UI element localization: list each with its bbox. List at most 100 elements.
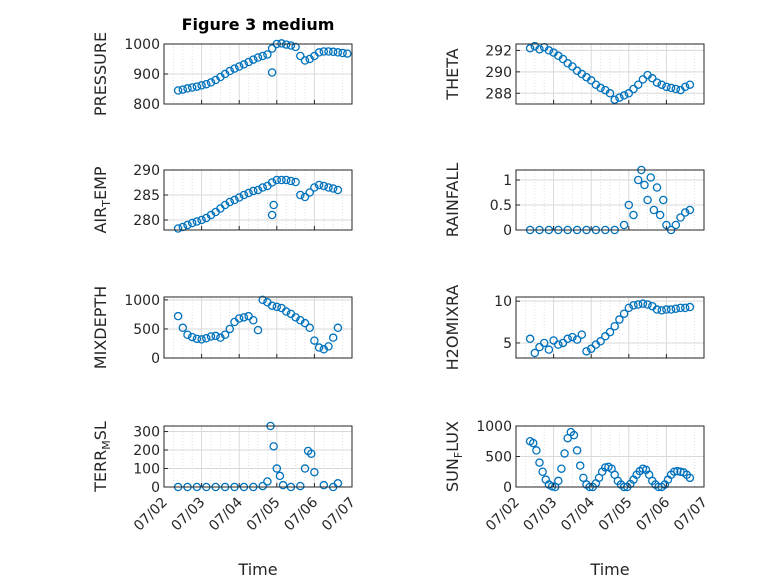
theta-point <box>629 84 638 94</box>
h2omixra-point <box>652 305 662 314</box>
mixdepth-ylabel: MIXDEPTH <box>91 286 110 369</box>
h2omixra-point <box>544 345 554 354</box>
pressure-point <box>249 55 258 64</box>
sun-flux-point <box>673 466 682 476</box>
theta-point <box>615 93 624 102</box>
theta-ytick-label: 292 <box>485 43 512 59</box>
terr-msl-ytick-label: 100 <box>133 462 160 478</box>
pressure-grid <box>164 43 352 105</box>
air-temp-point <box>244 188 253 198</box>
sun-flux-xtick-label: 07/04 <box>558 494 598 534</box>
theta-panel: 288 290 292 THETA <box>443 41 705 105</box>
terr-msl-xtick-label: 07/06 <box>281 494 321 534</box>
rainfall-point <box>676 213 685 222</box>
rainfall-ylabel: RAINFALL <box>443 163 462 238</box>
mixdepth-ytick-label: 500 <box>133 322 160 338</box>
rainfall-ytick-label: 0.5 <box>490 198 512 214</box>
air-temp-point <box>197 215 206 225</box>
pressure-point <box>277 39 286 48</box>
sun-flux-xtick-label: 07/05 <box>596 495 636 535</box>
mixdepth-point <box>328 333 338 342</box>
terr-msl-xlabel: Time <box>237 560 277 579</box>
theta-ylabel: THETA <box>443 48 462 100</box>
h2omixra-point <box>676 303 685 313</box>
rainfall-point <box>646 173 655 182</box>
rainfall-grid <box>516 170 704 231</box>
theta-point <box>610 95 619 104</box>
h2omixra-point <box>685 302 695 312</box>
sun-flux-xtick-label: 07/07 <box>671 495 711 535</box>
h2omixra-point <box>638 299 648 308</box>
sun-flux-xlabel: Time <box>589 560 629 579</box>
air-temp-point <box>277 175 286 185</box>
h2omixra-point <box>666 305 676 314</box>
sun-flux-grid <box>516 425 704 488</box>
terr-msl-grid <box>164 426 352 488</box>
sun-flux-point <box>572 446 582 455</box>
theta-grid <box>516 44 704 104</box>
terr-msl-ytick-label: 200 <box>133 443 160 459</box>
h2omixra-point <box>629 301 638 310</box>
mixdepth-point <box>220 330 230 340</box>
h2omixra-point <box>657 306 666 315</box>
rainfall-point <box>652 183 662 192</box>
air-temp-point <box>328 184 338 193</box>
pressure-point <box>333 48 343 57</box>
sun-flux-point <box>601 463 610 472</box>
air-temp-point <box>281 175 291 185</box>
rainfall-point <box>680 208 690 217</box>
terr-msl-ylabel: TERRMSL <box>91 421 113 493</box>
pressure-point <box>338 48 347 58</box>
h2omixra-point <box>535 342 544 352</box>
h2omixra-series <box>525 299 695 358</box>
sun-flux-series <box>525 427 695 492</box>
pressure-point <box>263 50 272 59</box>
rainfall-point <box>629 210 638 220</box>
pressure-point <box>286 41 296 50</box>
sun-flux-point <box>579 473 588 483</box>
air-temp-point <box>291 177 300 187</box>
h2omixra-panel: 5 10 H2OMIXRA <box>443 285 705 371</box>
air-temp-point <box>272 175 282 185</box>
terr-msl-point <box>275 471 285 481</box>
air-temp-point <box>234 193 244 202</box>
mixdepth-point <box>258 295 267 305</box>
sun-flux-point <box>669 467 679 476</box>
sun-flux-point <box>575 461 585 470</box>
pressure-panel: 800 900 1000 PRESSURE <box>91 32 353 116</box>
air-temp-point <box>333 185 343 195</box>
figure-title: Figure 3 medium <box>182 15 335 34</box>
pressure-point <box>178 85 188 94</box>
h2omixra-ylabel: H2OMIXRA <box>443 285 462 371</box>
pressure-point <box>296 51 305 61</box>
mixdepth-axes-box <box>163 296 353 359</box>
mixdepth-ytick-label: 0 <box>151 351 160 367</box>
mixdepth-grid <box>164 297 352 359</box>
air-temp-point <box>178 222 188 232</box>
theta-point <box>666 83 676 93</box>
theta-point <box>662 82 671 92</box>
theta-point <box>671 84 681 94</box>
pressure-point <box>319 47 329 56</box>
mixdepth-ytick-label: 1000 <box>124 293 160 309</box>
pressure-point <box>183 84 192 93</box>
theta-point <box>525 44 535 53</box>
air-temp-point <box>267 210 277 220</box>
terr-msl-ytick-label: 0 <box>151 480 160 496</box>
theta-point <box>624 89 634 98</box>
theta-point <box>535 45 544 54</box>
terr-msl-point <box>263 477 272 486</box>
h2omixra-point <box>619 309 629 318</box>
air-temp-ytick-label: 290 <box>133 163 160 179</box>
air-temp-point <box>239 190 249 200</box>
sun-flux-point <box>535 458 544 467</box>
sun-flux-point <box>560 449 569 458</box>
terr-msl-xtick-label: 07/02 <box>131 495 171 535</box>
rainfall-point <box>619 220 629 230</box>
terr-msl-axes-box <box>163 425 353 488</box>
h2omixra-point <box>563 334 572 344</box>
theta-point <box>657 80 666 89</box>
h2omixra-point <box>610 321 619 331</box>
theta-point <box>544 46 554 55</box>
terr-msl-point <box>319 480 329 490</box>
